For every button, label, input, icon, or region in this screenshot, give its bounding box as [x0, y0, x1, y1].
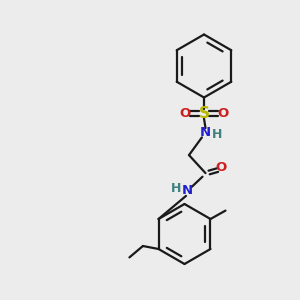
Text: H: H	[171, 182, 181, 196]
Text: O: O	[215, 160, 226, 174]
Text: N: N	[182, 184, 193, 197]
Text: O: O	[180, 106, 191, 120]
Text: S: S	[199, 106, 209, 121]
Text: N: N	[200, 126, 211, 139]
Text: H: H	[212, 128, 223, 142]
Text: O: O	[217, 106, 228, 120]
